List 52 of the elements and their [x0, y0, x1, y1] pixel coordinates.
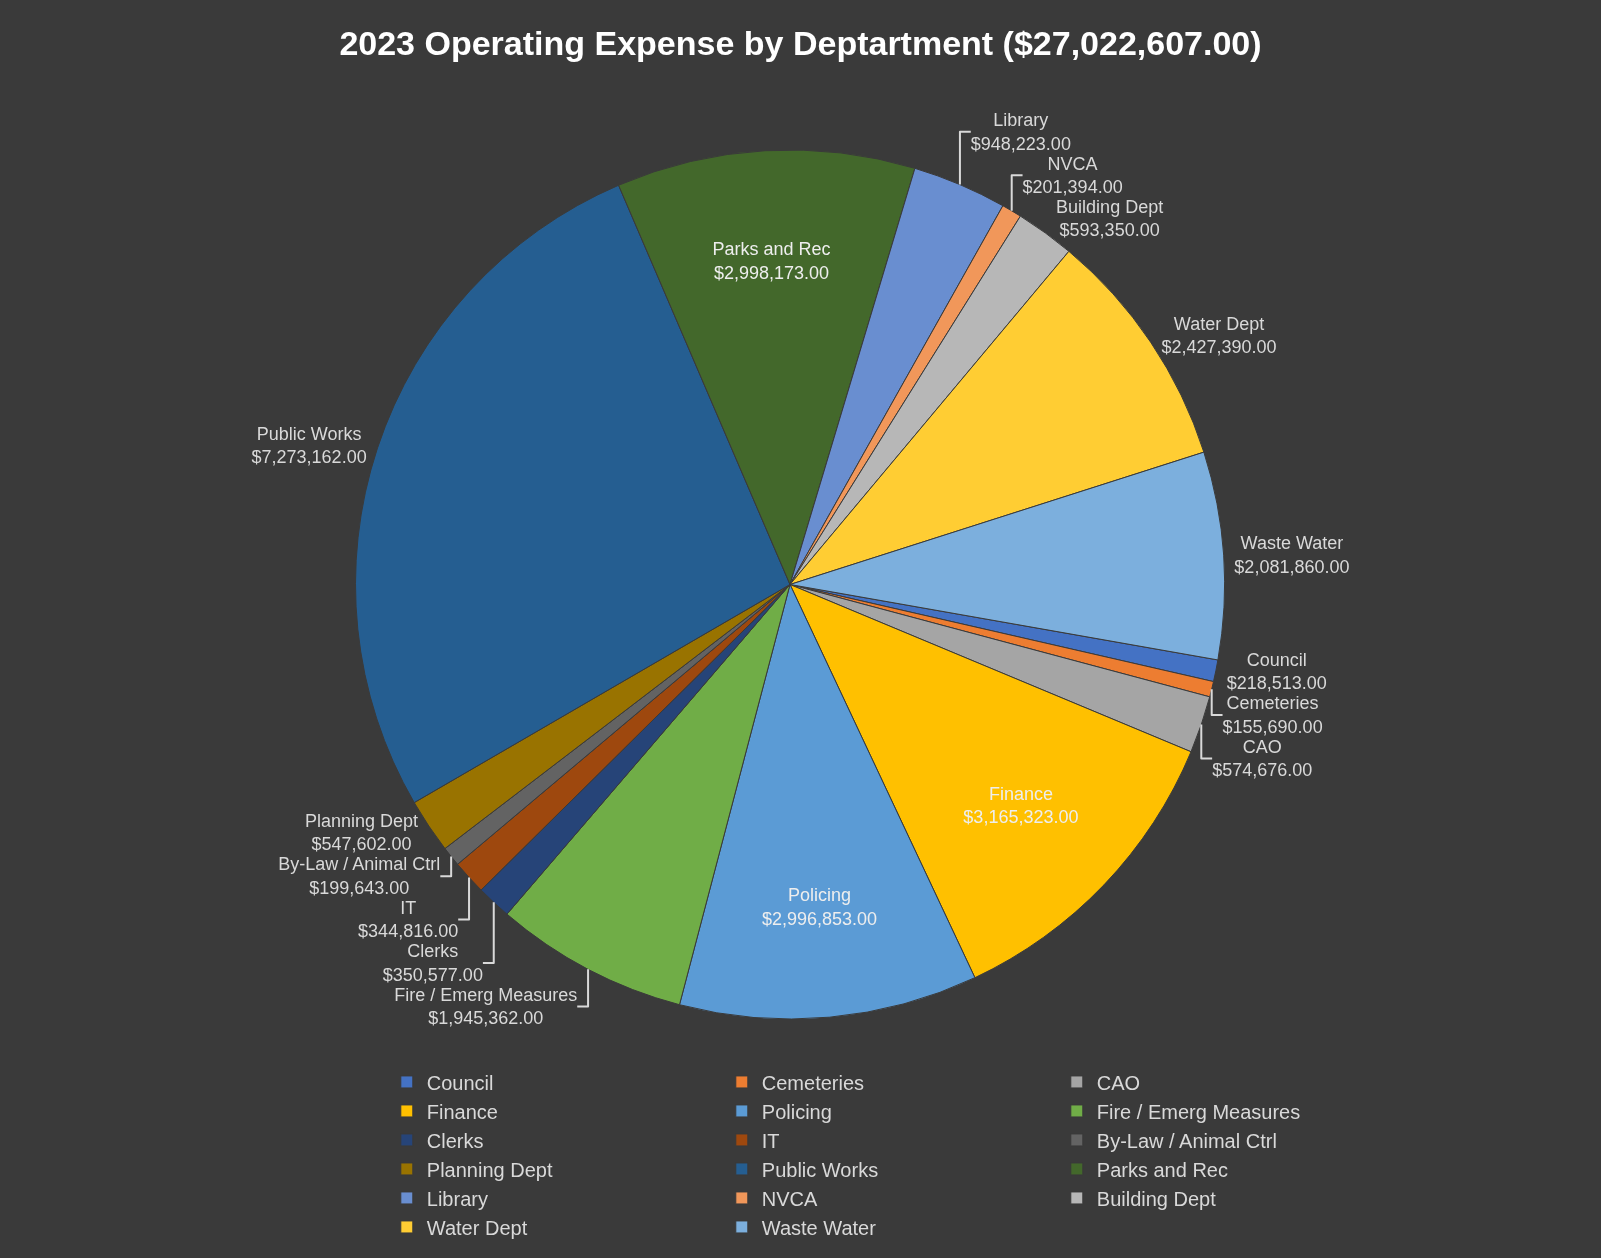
data-label: $201,394.00 — [1022, 176, 1123, 197]
data-label: $2,427,390.00 — [1161, 337, 1277, 358]
data-label: $2,081,860.00 — [1234, 556, 1350, 577]
legend-label: Waste Water — [761, 1216, 877, 1239]
legend-label: Planning Dept — [426, 1158, 553, 1181]
data-label: $547,602.00 — [311, 834, 412, 855]
legend-label: Library — [426, 1187, 488, 1210]
legend-label: CAO — [1096, 1071, 1141, 1094]
data-label: $2,996,853.00 — [761, 908, 878, 929]
slice-label: Cemeteries — [1226, 693, 1319, 714]
slice-label: NVCA — [1047, 153, 1098, 174]
legend-label: By-Law / Animal Ctrl — [1096, 1129, 1277, 1152]
data-label: $199,643.00 — [309, 877, 410, 898]
legend-label: Parks and Rec — [1096, 1158, 1228, 1181]
data-label: $350,577.00 — [382, 964, 483, 985]
data-label: $344,816.00 — [358, 921, 459, 942]
data-label: $3,165,323.00 — [963, 807, 1079, 828]
slice-label: Policing — [787, 885, 852, 906]
data-label: $593,350.00 — [1059, 220, 1160, 241]
slice-label: Parks and Rec — [712, 239, 831, 260]
legend-label: Water Dept — [426, 1216, 528, 1239]
legend-label: Cemeteries — [761, 1071, 865, 1094]
legend-label: Finance — [426, 1100, 498, 1123]
slice-label: Fire / Emerg Measures — [394, 984, 578, 1005]
slice-label: Building Dept — [1056, 196, 1164, 217]
data-label: $2,998,173.00 — [714, 262, 830, 283]
data-label: $574,676.00 — [1212, 760, 1313, 781]
slice-label: Clerks — [407, 941, 459, 962]
slice-label: Library — [993, 110, 1049, 131]
slice-label: Water Dept — [1173, 313, 1265, 334]
legend-label: Building Dept — [1096, 1187, 1217, 1210]
slice-label: Council — [1246, 649, 1307, 670]
data-label: $218,513.00 — [1226, 673, 1327, 694]
chart-title: 2023 Operating Expense by Deptartment ($27,022,607.00) — [339, 24, 1262, 63]
legend-label: Policing — [761, 1100, 832, 1123]
slice-label: By-Law / Animal Ctrl — [278, 854, 441, 875]
data-label: $1,945,362.00 — [428, 1008, 544, 1029]
data-label: $7,273,162.00 — [251, 447, 367, 468]
legend-label: Public Works — [761, 1158, 879, 1181]
data-label: $155,690.00 — [1222, 716, 1323, 737]
data-label: $948,223.00 — [970, 133, 1071, 154]
slice-label: CAO — [1242, 736, 1282, 757]
legend-label: Council — [426, 1071, 494, 1094]
legend-label: Fire / Emerg Measures — [1096, 1100, 1301, 1123]
slice-label: Finance — [988, 783, 1053, 804]
legend-label: Clerks — [426, 1129, 484, 1152]
slice-label: Public Works — [256, 424, 362, 445]
slice-label: Waste Water — [1240, 533, 1344, 554]
legend-label: IT — [761, 1129, 780, 1152]
slice-label: Planning Dept — [304, 811, 418, 832]
slice-label: IT — [400, 897, 417, 918]
legend-label: NVCA — [761, 1187, 819, 1210]
